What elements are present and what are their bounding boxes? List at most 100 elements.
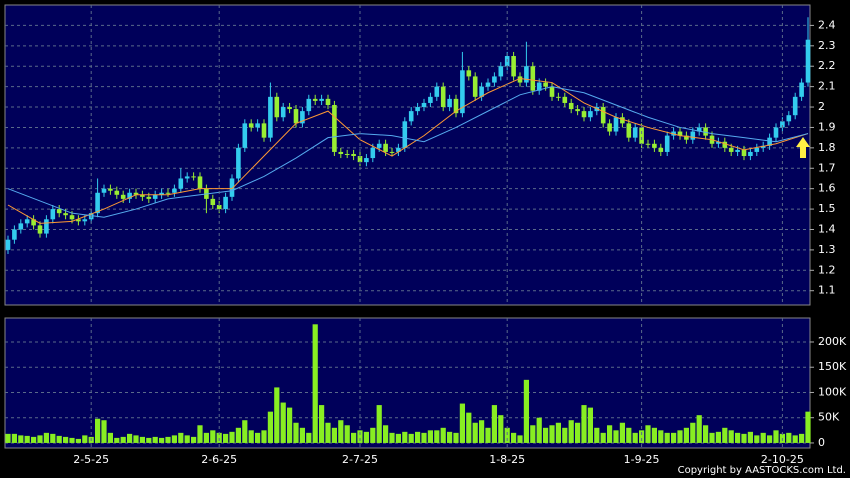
candle-body	[197, 176, 203, 189]
candle-body	[722, 141, 728, 148]
volume-bar	[575, 422, 581, 443]
candle-body	[242, 123, 248, 148]
y-tick-label: 0	[818, 436, 825, 449]
volume-bar	[703, 425, 709, 443]
candle-body	[588, 111, 593, 118]
candle-body	[639, 127, 644, 144]
candle-body	[127, 192, 132, 199]
candle-body	[748, 151, 753, 157]
volume-bar	[587, 407, 593, 443]
volume-bar	[594, 427, 600, 443]
candle-body	[178, 178, 184, 189]
candle-body	[524, 66, 529, 83]
volume-bar	[690, 422, 696, 443]
candle-body	[652, 143, 657, 148]
volume-bar	[11, 433, 17, 443]
candle-body	[530, 66, 536, 91]
candle-body	[261, 123, 267, 138]
volume-bar	[600, 432, 606, 443]
volume-bar	[395, 433, 401, 443]
volume-bar	[799, 433, 805, 443]
candle-body	[172, 188, 177, 193]
volume-bar	[287, 407, 293, 443]
candle-body	[76, 219, 81, 222]
candle-body	[159, 192, 164, 195]
candle-body	[248, 123, 254, 128]
volume-bar	[101, 420, 107, 443]
volume-bar	[82, 435, 88, 443]
candle-body	[440, 86, 446, 108]
candle-body	[792, 96, 798, 116]
volume-bar	[56, 435, 62, 443]
volume-panel	[4, 317, 811, 449]
volume-bar	[427, 430, 433, 443]
volume-bar	[421, 432, 427, 443]
volume-bar	[677, 430, 683, 443]
volume-bar	[728, 430, 734, 443]
volume-bar	[223, 433, 229, 443]
volume-bar	[543, 427, 549, 443]
candle-body	[415, 107, 420, 112]
candle-body	[255, 123, 260, 128]
candle-body	[728, 147, 734, 152]
candle-body	[120, 194, 126, 199]
candle-body	[421, 102, 427, 108]
volume-bar	[114, 437, 120, 443]
volume-bar	[517, 435, 523, 443]
volume-bar	[165, 436, 171, 443]
candle-body	[799, 82, 804, 97]
volume-bar	[479, 420, 485, 443]
candle-body	[274, 96, 280, 118]
candle-body	[492, 76, 497, 83]
volume-bar	[18, 435, 24, 443]
candle-body	[575, 109, 580, 112]
candle-body	[767, 137, 772, 146]
candle-body	[351, 153, 356, 157]
plot-layer: 1.1 1.2 1.3 1.4 1.5 1.6 1.7 1.8 1.9 2 2.1 2.2 2.3 2.4…	[5, 5, 847, 466]
volume-bar	[671, 432, 677, 443]
candle-body	[280, 107, 286, 118]
volume-bar	[267, 411, 273, 443]
candle-body	[37, 225, 43, 234]
candle-body	[741, 149, 747, 157]
candle-body	[562, 96, 568, 103]
volume-bar	[280, 402, 286, 443]
volume-bar	[805, 411, 811, 443]
candle-body	[568, 102, 574, 110]
volume-bar	[447, 431, 453, 443]
candle-body	[31, 219, 36, 226]
volume-bar	[344, 425, 350, 443]
candle-body	[466, 70, 472, 77]
candle-body	[376, 143, 382, 148]
candle-body	[300, 111, 305, 124]
volume-bar	[607, 425, 613, 443]
candle-body	[754, 147, 760, 152]
volume-bar	[191, 436, 197, 443]
volume-bar	[536, 417, 542, 443]
volume-bar	[107, 432, 113, 443]
y-tick-label: 1.5	[818, 202, 836, 215]
volume-bar	[24, 435, 30, 443]
candle-body	[664, 135, 670, 152]
candle-body	[332, 105, 337, 152]
volume-bar	[235, 427, 241, 443]
x-tick-label: 2-10-25	[761, 453, 804, 466]
candle-body	[82, 219, 88, 222]
candle-body	[210, 198, 216, 205]
volume-bar	[568, 420, 574, 443]
candle-body	[428, 96, 433, 103]
candle-body	[760, 145, 766, 148]
candle-body	[645, 143, 651, 145]
candle-body	[543, 82, 548, 87]
volume-bar	[389, 432, 395, 443]
candle-body	[677, 131, 683, 136]
marker-arrow	[796, 137, 810, 158]
candle-body	[472, 76, 478, 97]
volume-bar	[639, 430, 645, 443]
volume-bar	[203, 432, 209, 443]
candle-body	[434, 86, 440, 97]
candle-body	[786, 115, 792, 122]
volume-bar	[242, 420, 248, 443]
candle-body	[396, 147, 401, 152]
volume-bar	[370, 427, 376, 443]
